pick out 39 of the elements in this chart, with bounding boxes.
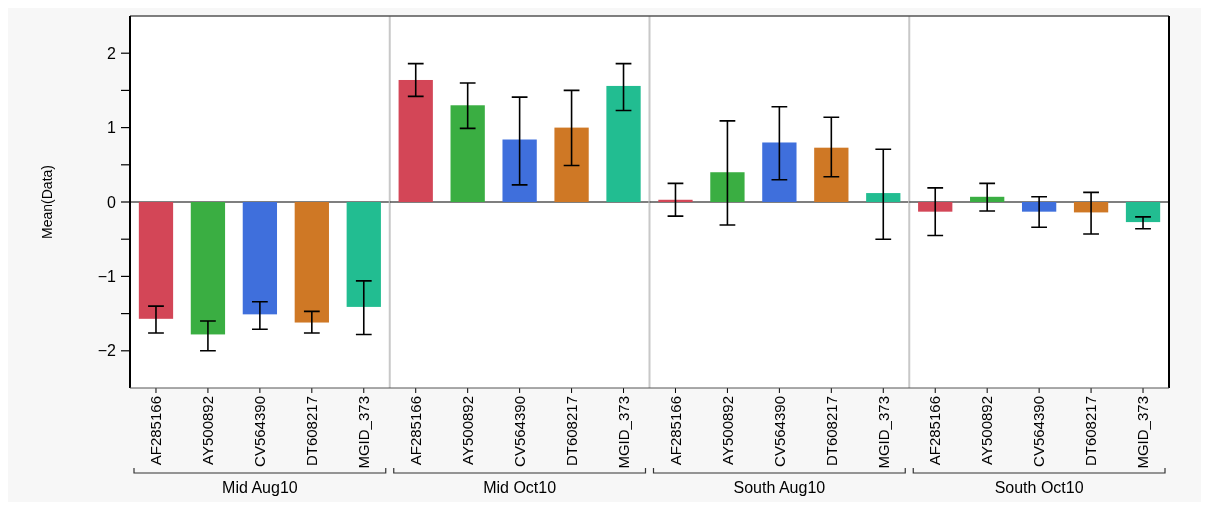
y-tick-label: −2 [97,342,117,360]
x-tick-label: CV564390 [1030,396,1048,467]
bar [762,142,797,202]
x-tick-label: AF285166 [147,396,165,466]
x-tick-label: MGID_373 [614,396,632,469]
bar [814,147,849,202]
bar [554,127,589,202]
x-tick-label: AY500892 [458,396,476,465]
x-tick-label: CV564390 [510,396,528,467]
x-tick-label: CV564390 [251,396,269,467]
x-tick-label: DT608217 [303,396,321,467]
x-tick-label: CV564390 [770,396,788,467]
x-tick-label: MGID_373 [355,396,373,469]
x-tick-label: AY500892 [978,396,996,465]
x-axis-title: Mid Aug10 [222,478,298,496]
x-tick-label: AF285166 [666,396,684,466]
bar [866,193,901,202]
bar [502,139,537,202]
x-tick-label: MGID_373 [1134,396,1152,469]
x-tick-label: DT608217 [822,396,840,467]
y-tick-label: −1 [97,268,117,285]
x-tick-label: DT608217 [1082,396,1100,467]
y-tick-label: 2 [107,44,117,62]
x-axis-title: South Oct10 [994,478,1084,496]
bar [710,172,745,202]
x-axis-title: South Aug10 [733,478,826,496]
x-axis-title: Mid Oct10 [483,478,557,496]
x-tick-label: AY500892 [199,396,217,465]
x-tick-label: AY500892 [718,396,736,465]
x-tick-label: MGID_373 [874,396,892,469]
y-tick-label: 1 [107,119,117,137]
bar [398,79,433,202]
x-tick-label: DT608217 [562,396,580,467]
bar [606,85,641,202]
x-tick-label: AF285166 [406,396,424,466]
x-tick-label: AF285166 [926,396,944,466]
y-axis-title: Mean(Data) [39,165,55,239]
y-tick-label: 0 [107,193,117,211]
bar [450,105,485,202]
